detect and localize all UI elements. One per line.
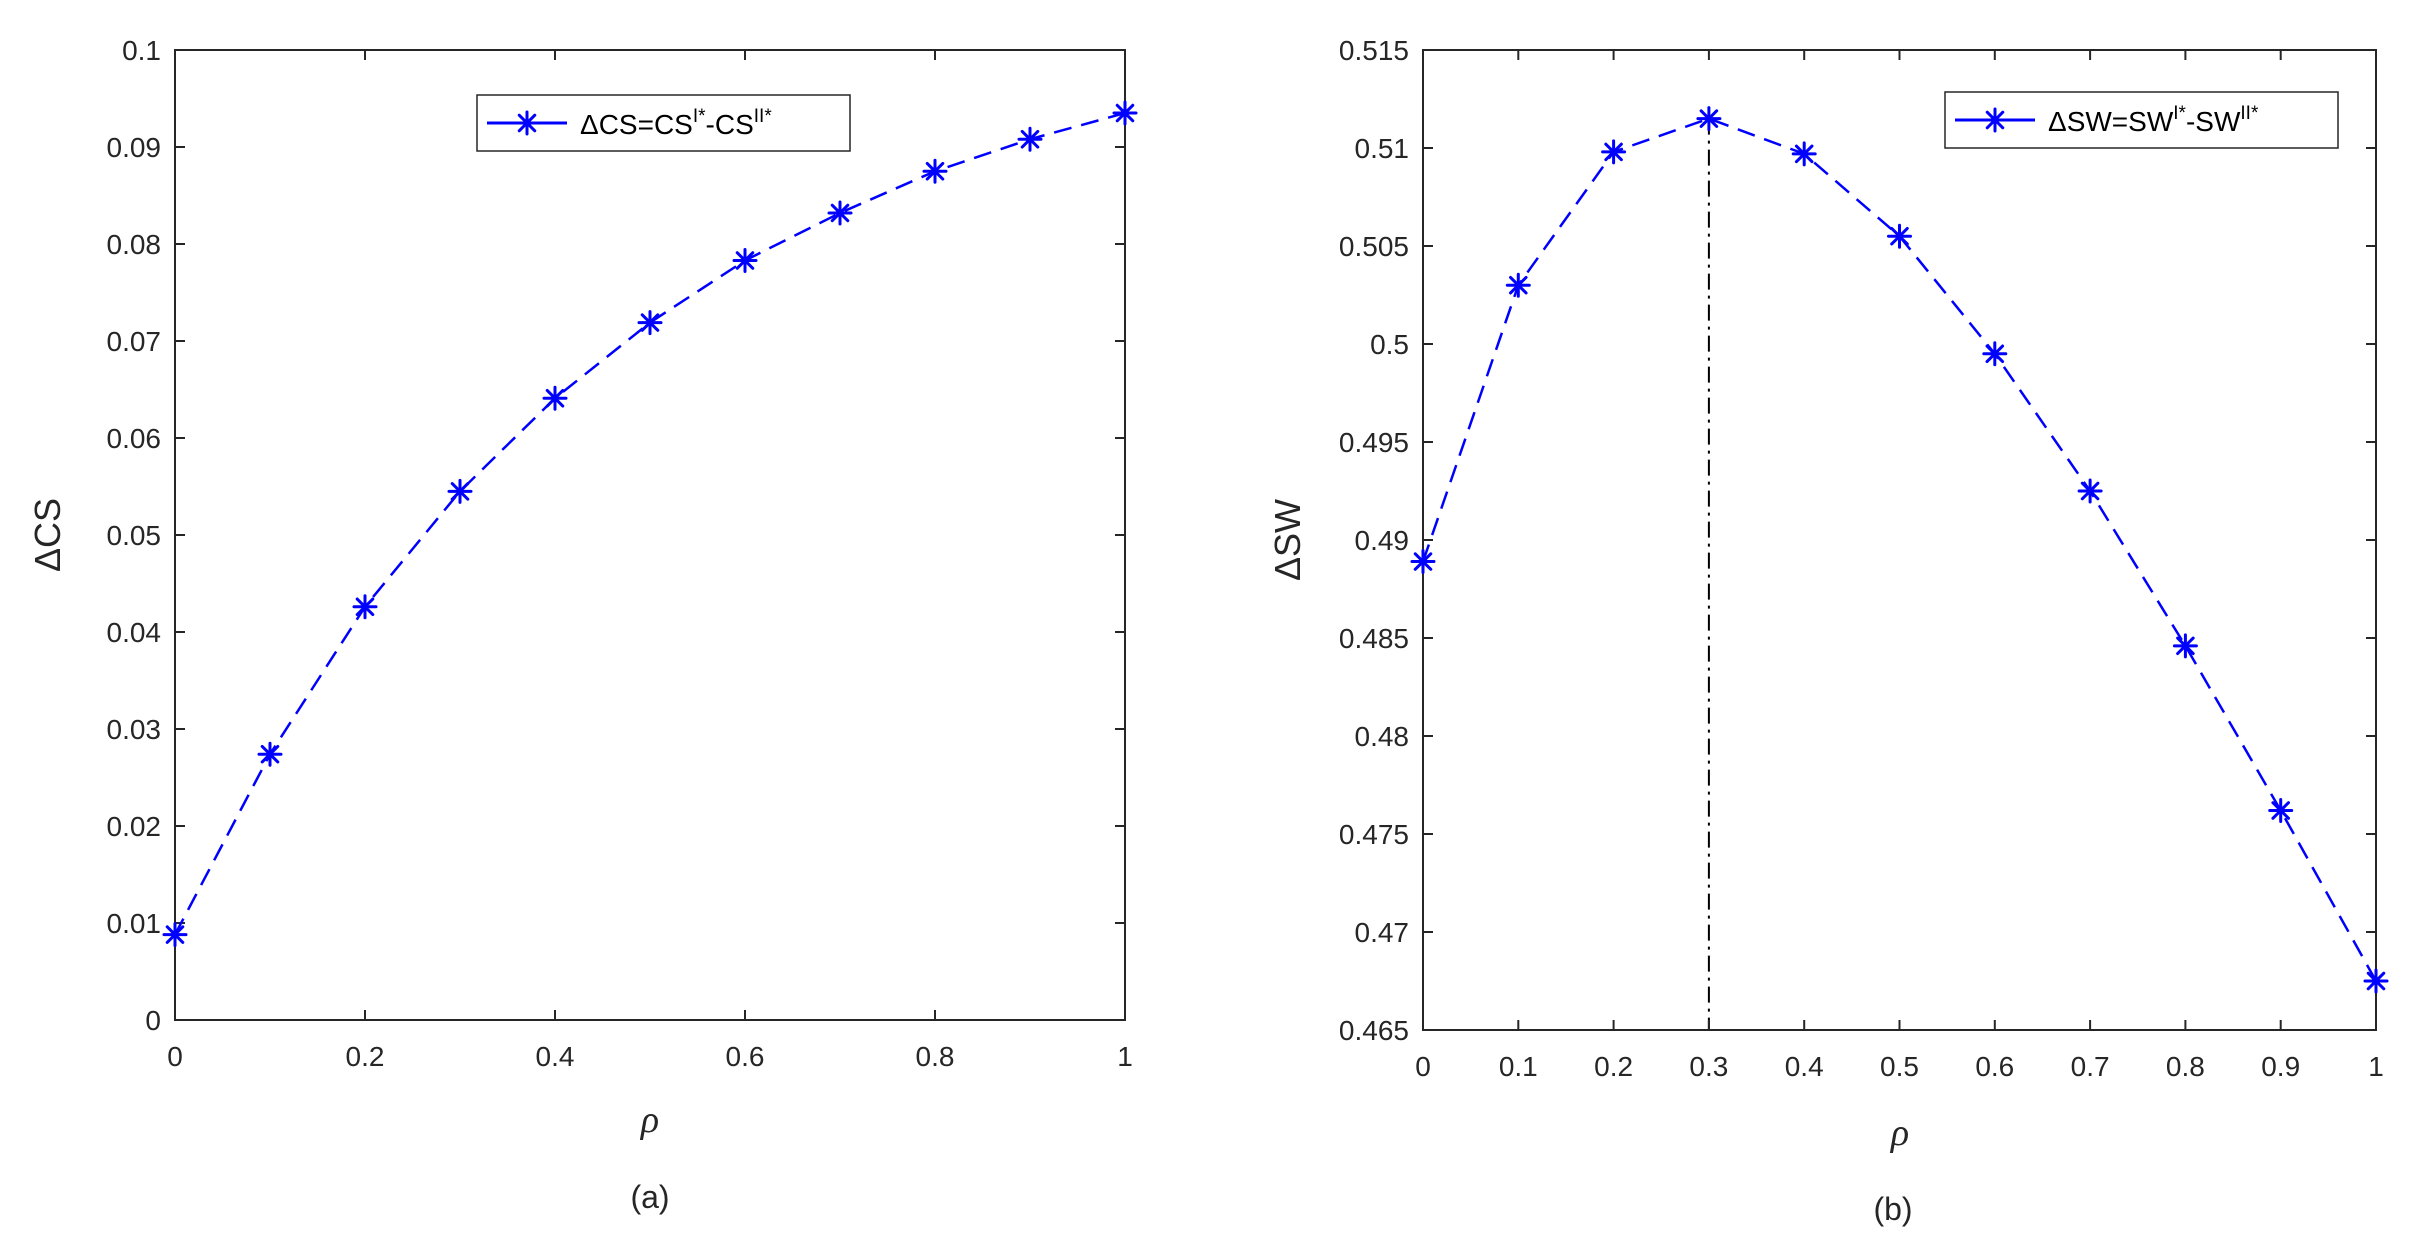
- y-tick-label: 0: [145, 1005, 161, 1036]
- x-tick-label: 0.3: [1689, 1051, 1728, 1082]
- x-tick-label: 0.1: [1499, 1051, 1538, 1082]
- y-tick-label: 0.485: [1339, 623, 1409, 654]
- data-point: [637, 310, 663, 336]
- data-point: [2268, 797, 2294, 823]
- data-point: [542, 385, 568, 411]
- y-ticks-a: 0 0.01 0.02 0.03 0.04 0.05 0.06 0.07 0.08 0.09 0.1: [107, 35, 1125, 1036]
- data-point: [2172, 633, 2198, 659]
- x-axis-label-b: ρ: [1890, 1112, 1909, 1154]
- y-tick-label: 0.08: [107, 229, 162, 260]
- data-point: [827, 200, 853, 226]
- y-tick-label: 0.49: [1355, 525, 1410, 556]
- data-point: [1887, 223, 1912, 249]
- data-point: [257, 741, 283, 767]
- data-point: [447, 478, 473, 504]
- y-tick-label: 0.475: [1339, 819, 1409, 850]
- legend-marker-star: [514, 110, 540, 136]
- y-tick-label: 0.515: [1339, 35, 1409, 66]
- y-tick-label: 0.51: [1355, 133, 1410, 164]
- y-tick-label: 0.48: [1355, 721, 1410, 752]
- data-point: [1601, 139, 1627, 165]
- legend-marker-star: [1982, 107, 2008, 133]
- data-point: [732, 247, 758, 273]
- data-point: [1696, 106, 1722, 132]
- series-line: [173, 111, 1126, 936]
- legend-label-b: ΔSW=SWI*-SWII*: [2048, 103, 2259, 137]
- data-point: [352, 594, 378, 620]
- y-axis-label-a: ΔCS: [27, 498, 68, 572]
- y-tick-label: 0.04: [107, 617, 162, 648]
- y-tick-label: 0.06: [107, 423, 162, 454]
- plot-area-a: [174, 49, 1126, 1021]
- legend-b: ΔSW=SWI*-SWII*: [1944, 91, 2339, 149]
- y-tick-label: 0.01: [107, 908, 162, 939]
- data-point: [1982, 341, 2008, 367]
- x-tick-label: 0: [167, 1041, 183, 1072]
- y-tick-label: 0.1: [122, 35, 161, 66]
- legend-label-a: ΔCS=CSI*-CSII*: [580, 106, 772, 140]
- x-tick-label: 0.4: [536, 1041, 575, 1072]
- y-tick-label: 0.07: [107, 326, 162, 357]
- y-tick-label: 0.47: [1355, 917, 1410, 948]
- x-tick-label: 0.8: [2166, 1051, 2205, 1082]
- x-tick-label: 0.6: [726, 1041, 765, 1072]
- y-ticks-b: 0.465 0.47 0.475 0.48 0.485 0.49 0.495 0.5 0.505…: [1339, 35, 2376, 1046]
- legend-marker-a: [514, 110, 540, 136]
- y-tick-label: 0.02: [107, 811, 162, 842]
- data-point: [2363, 968, 2389, 994]
- data-point: [1017, 126, 1043, 152]
- data-point: [162, 922, 188, 948]
- x-tick-label: 0.2: [346, 1041, 385, 1072]
- y-tick-label: 0.05: [107, 520, 162, 551]
- data-point: [1505, 272, 1531, 298]
- y-tick-label: 0.495: [1339, 427, 1409, 458]
- chart-panel-b: 0.465 0.47 0.475 0.48 0.485 0.49 0.495 0.5 0.505…: [1267, 35, 2389, 1227]
- x-ticks-a: 0 0.2 0.4 0.6 0.8 1: [167, 50, 1133, 1072]
- y-tick-label: 0.465: [1339, 1015, 1409, 1046]
- x-tick-label: 0: [1415, 1051, 1431, 1082]
- x-tick-label: 0.2: [1594, 1051, 1633, 1082]
- y-tick-label: 0.5: [1370, 329, 1409, 360]
- chart-panel-a: 0 0.01 0.02 0.03 0.04 0.05 0.06 0.07 0.08 0.09 0.1…: [27, 35, 1138, 1215]
- caption-b: (b): [1873, 1191, 1912, 1227]
- legend-marker-b: [1982, 107, 2008, 133]
- y-axis-label-b: ΔSW: [1267, 499, 1308, 581]
- data-point: [1410, 549, 1436, 575]
- y-tick-label: 0.03: [107, 714, 162, 745]
- data-point: [2077, 478, 2103, 504]
- y-tick-label: 0.505: [1339, 231, 1409, 262]
- x-tick-label: 0.8: [916, 1041, 955, 1072]
- series-b: [1410, 106, 2389, 994]
- x-tick-label: 1: [1117, 1041, 1133, 1072]
- data-point: [1791, 141, 1817, 167]
- series-a: [162, 100, 1138, 948]
- x-tick-label: 0.6: [1975, 1051, 2014, 1082]
- x-tick-label: 1: [2368, 1051, 2384, 1082]
- y-tick-label: 0.09: [107, 132, 162, 163]
- x-axis-label-a: ρ: [640, 1099, 659, 1141]
- caption-a: (a): [630, 1179, 669, 1215]
- x-tick-label: 0.9: [2261, 1051, 2300, 1082]
- data-point: [922, 158, 948, 184]
- x-ticks-b: 0 0.1 0.2 0.3 0.4 0.5 0.6 0.7 0.8 0.9 1: [1415, 50, 2384, 1082]
- data-point: [1112, 100, 1138, 126]
- x-tick-label: 0.7: [2071, 1051, 2110, 1082]
- x-tick-label: 0.4: [1785, 1051, 1824, 1082]
- x-tick-label: 0.5: [1880, 1051, 1919, 1082]
- plot-area-b: [1422, 49, 2377, 1031]
- legend-a: ΔCS=CSI*-CSII*: [476, 94, 851, 152]
